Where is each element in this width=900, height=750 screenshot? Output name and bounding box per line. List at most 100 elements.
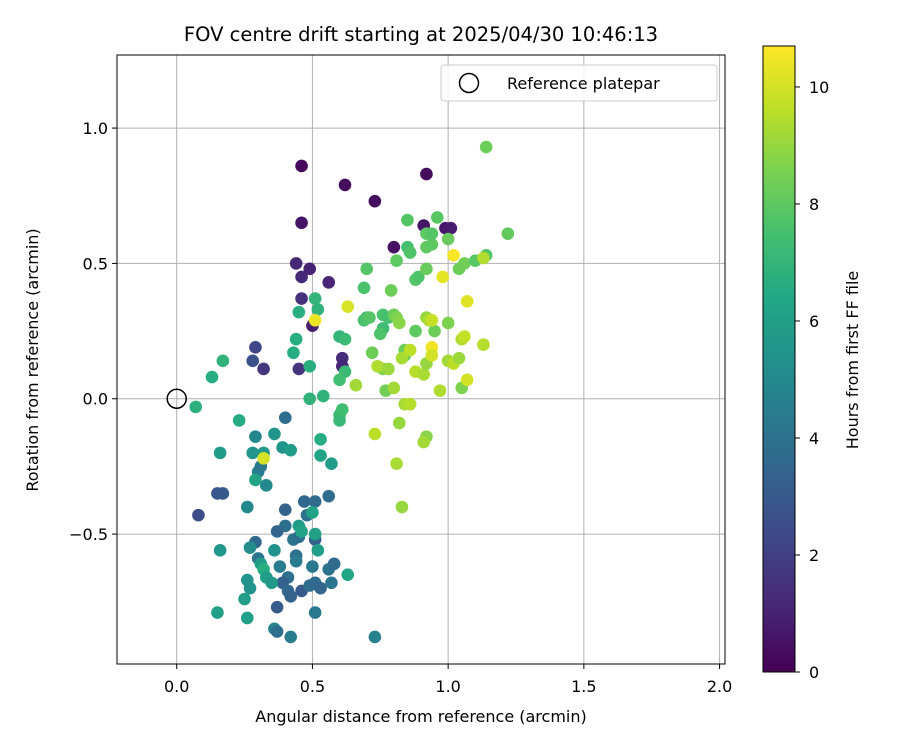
- scatter-point: [460, 373, 474, 387]
- scatter-point: [213, 544, 227, 557]
- scatter-point: [249, 430, 262, 443]
- scatter-point: [384, 284, 398, 297]
- scatter-point: [360, 262, 374, 276]
- scatter-point: [189, 400, 203, 414]
- scatter-point: [417, 368, 431, 381]
- scatter-point: [403, 343, 417, 357]
- scatter-point: [368, 427, 382, 441]
- scatter-point: [430, 211, 444, 224]
- scatter-point: [441, 232, 455, 246]
- reference-platepar-marker: [166, 388, 187, 409]
- scatter-point: [211, 606, 224, 619]
- scatter-point: [335, 403, 349, 416]
- x-tick-label: 2.0: [707, 677, 732, 696]
- grid-lines: [117, 55, 725, 664]
- scatter-point: [270, 625, 284, 638]
- x-tick-label: 1.0: [435, 677, 460, 696]
- scatter-point: [390, 254, 403, 268]
- scatter-point: [458, 330, 471, 343]
- scatter-point: [273, 560, 287, 573]
- scatter-point: [287, 346, 300, 360]
- chart-title: FOV centre drift starting at 2025/04/30 …: [184, 23, 658, 46]
- scatter-point: [216, 354, 230, 368]
- scatter-point: [428, 324, 441, 338]
- colorbar-tick-label: 0: [809, 663, 819, 682]
- scatter-point: [325, 576, 338, 590]
- scatter-point: [382, 362, 395, 376]
- scatter-point: [363, 311, 376, 324]
- scatter-point: [284, 630, 298, 644]
- scatter-point: [297, 495, 311, 508]
- y-axis-label: Rotation from reference (arcmin): [23, 228, 42, 491]
- colorbar-frame: [762, 45, 796, 673]
- scatter-point: [314, 433, 327, 446]
- scatter-point: [303, 262, 317, 276]
- colorbar: 0 2 4 6 8 10 Hours from first FF file: [762, 45, 862, 682]
- scatter-point: [308, 606, 322, 619]
- scatter-point: [447, 248, 460, 262]
- scatter-point: [205, 370, 219, 384]
- scatter-point: [249, 341, 262, 354]
- scatter-point: [308, 292, 322, 305]
- scatter-point: [292, 305, 306, 319]
- colorbar-label: Hours from first FF file: [843, 271, 862, 450]
- scatter-point: [284, 443, 298, 457]
- scatter-point: [292, 362, 306, 376]
- legend: Reference platepar: [440, 64, 718, 102]
- scatter-point: [401, 213, 414, 227]
- scatter-point: [259, 479, 273, 492]
- scatter-point: [458, 257, 471, 270]
- colorbar-tick-label: 10: [809, 78, 829, 97]
- scatter-point: [452, 351, 466, 365]
- scatter-point: [403, 246, 417, 259]
- scatter-point: [311, 303, 325, 316]
- scatter-point: [387, 381, 401, 395]
- scatter-point: [420, 167, 433, 181]
- scatter-point: [425, 313, 439, 327]
- scatter-point: [289, 257, 303, 270]
- scatter-point: [333, 414, 346, 427]
- scatter-point: [232, 414, 246, 427]
- scatter-point: [295, 270, 308, 284]
- scatter-point: [289, 332, 303, 346]
- colorbar-gradient: [763, 46, 795, 672]
- scatter-point: [289, 554, 303, 568]
- scatter-point: [338, 332, 352, 346]
- x-tick-label: 0.5: [300, 677, 325, 696]
- scatter-point: [249, 473, 262, 487]
- colorbar-tick-label: 2: [809, 546, 819, 565]
- scatter-point: [365, 346, 379, 360]
- scatter-point: [270, 600, 284, 614]
- scatter-point: [390, 457, 403, 471]
- scatter-point: [403, 397, 417, 411]
- scatter-point: [333, 373, 346, 387]
- scatter-point: [392, 416, 406, 430]
- x-tick-label: 0.0: [164, 677, 189, 696]
- scatter-point: [436, 270, 450, 284]
- scatter-point: [308, 495, 322, 508]
- scatter-point: [325, 457, 338, 471]
- legend-entry-label: Reference platepar: [507, 74, 660, 93]
- scatter-point: [306, 560, 319, 573]
- scatter-point: [441, 316, 455, 330]
- scatter-point: [425, 227, 439, 240]
- scatter-point: [460, 295, 474, 308]
- scatter-point: [338, 178, 352, 192]
- scatter-point: [243, 581, 257, 595]
- scatter-point: [270, 525, 284, 538]
- legend-box: [440, 64, 718, 102]
- scatter-point: [308, 527, 322, 541]
- scatter-point: [420, 262, 433, 276]
- x-axis-label: Angular distance from reference (arcmin): [255, 707, 586, 726]
- scatter-point: [257, 362, 270, 376]
- scatter-point: [479, 140, 493, 154]
- data-points: [189, 140, 515, 644]
- scatter-point: [308, 313, 322, 327]
- plot-frame: [116, 54, 726, 665]
- scatter-point: [409, 324, 422, 338]
- scatter-point: [240, 611, 254, 625]
- scatter-point: [444, 221, 458, 235]
- scatter-point: [213, 446, 227, 460]
- scatter-point: [265, 576, 279, 590]
